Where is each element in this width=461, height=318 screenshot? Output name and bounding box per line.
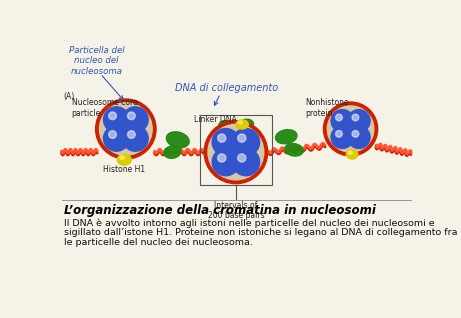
Circle shape <box>128 131 135 138</box>
Ellipse shape <box>237 119 254 131</box>
Text: Nucleosome core
particle: Nucleosome core particle <box>71 98 137 118</box>
Circle shape <box>331 126 354 149</box>
Circle shape <box>336 114 343 121</box>
Circle shape <box>352 130 359 137</box>
Ellipse shape <box>219 121 237 135</box>
Circle shape <box>208 124 264 180</box>
Circle shape <box>348 126 370 149</box>
Circle shape <box>218 134 226 142</box>
Text: sigillato dall’istone H1. Proteine non istoniche si legano al DNA di collegament: sigillato dall’istone H1. Proteine non i… <box>64 228 457 237</box>
Circle shape <box>238 154 246 162</box>
Text: (A): (A) <box>64 92 75 101</box>
Circle shape <box>109 131 116 138</box>
Circle shape <box>331 110 354 132</box>
Circle shape <box>122 126 148 151</box>
Ellipse shape <box>164 146 181 158</box>
Circle shape <box>100 103 152 155</box>
Circle shape <box>218 154 226 162</box>
Circle shape <box>336 130 343 137</box>
Circle shape <box>327 106 374 152</box>
Ellipse shape <box>236 120 248 129</box>
Text: le particelle del nucleo dei nucleosoma.: le particelle del nucleo dei nucleosoma. <box>64 238 253 247</box>
Text: DNA di collegamento: DNA di collegamento <box>175 83 278 93</box>
Circle shape <box>109 112 116 120</box>
Circle shape <box>232 128 260 156</box>
Text: Nonhistone
protein: Nonhistone protein <box>306 98 349 118</box>
Circle shape <box>212 128 240 156</box>
Circle shape <box>348 110 370 132</box>
Circle shape <box>238 134 246 142</box>
Text: L’organizzazione della cromatina in nucleosomi: L’organizzazione della cromatina in nucl… <box>64 204 376 218</box>
Text: Linker DNA: Linker DNA <box>194 115 237 124</box>
Ellipse shape <box>346 150 358 159</box>
Ellipse shape <box>276 130 297 144</box>
Circle shape <box>95 99 156 159</box>
Circle shape <box>122 107 148 133</box>
Circle shape <box>104 107 129 133</box>
Ellipse shape <box>166 132 189 148</box>
Ellipse shape <box>238 121 242 124</box>
Circle shape <box>232 149 260 176</box>
Ellipse shape <box>349 151 352 154</box>
Circle shape <box>104 126 129 151</box>
Ellipse shape <box>117 155 131 165</box>
Circle shape <box>324 102 378 156</box>
Text: Particella del
nucleo del
nucleosoma: Particella del nucleo del nucleosoma <box>69 46 124 76</box>
Text: Il DNA è avvolto intorno agli istoni nelle particelle del nucleo dei nucleosomi : Il DNA è avvolto intorno agli istoni nel… <box>64 218 434 228</box>
Circle shape <box>204 121 268 184</box>
Text: Histone H1: Histone H1 <box>103 165 145 174</box>
Circle shape <box>212 149 240 176</box>
Text: Intervals of
200 base pairs: Intervals of 200 base pairs <box>207 201 264 220</box>
Circle shape <box>128 112 135 120</box>
Ellipse shape <box>285 143 303 156</box>
Circle shape <box>352 114 359 121</box>
Ellipse shape <box>120 156 124 160</box>
